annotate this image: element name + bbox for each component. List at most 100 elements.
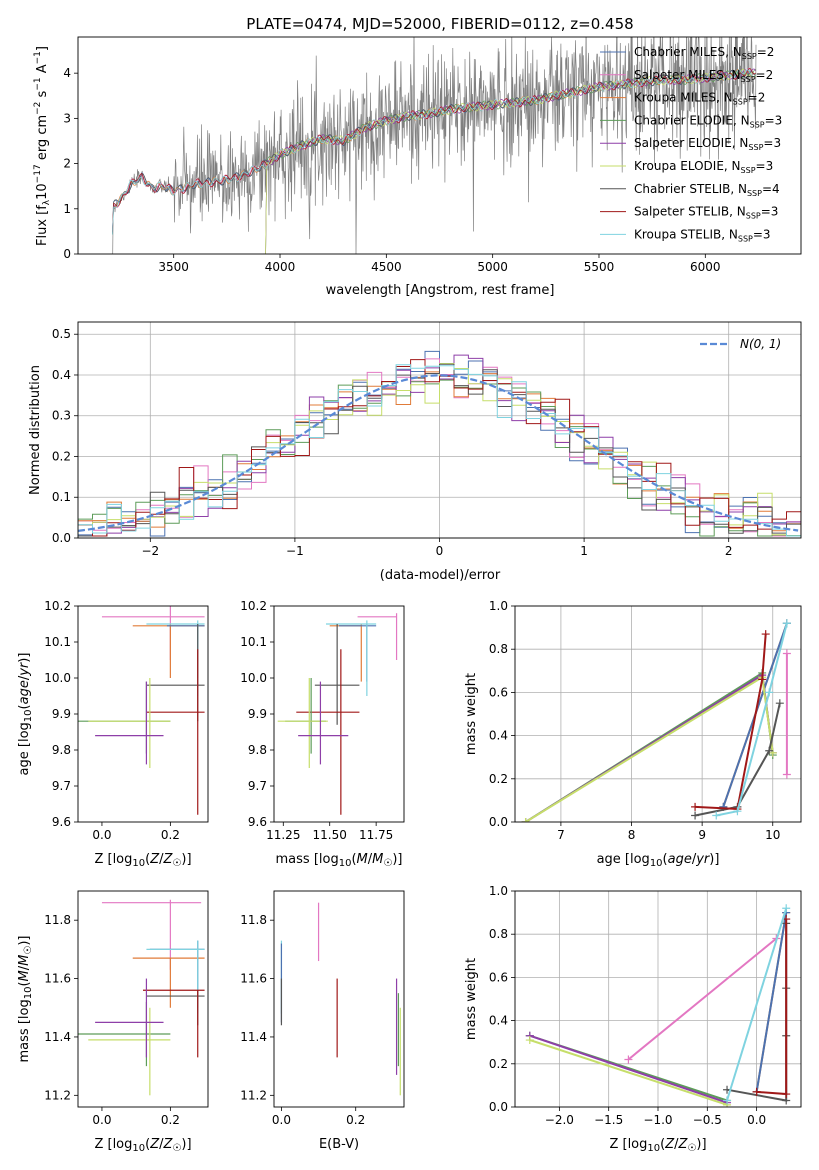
label-part: ☉ [23,946,34,955]
label-part: s [35,90,50,101]
label-part: SSP [741,75,756,84]
y-tick-label: 11.8 [44,913,71,927]
label-part: M [17,970,32,981]
label-part: Z [163,852,174,867]
x-tick-label: −1 [286,544,304,558]
label-part: / [368,852,373,867]
x-tick-label: 0.2 [346,1113,365,1127]
x-axis-label: (data-model)/error [380,568,501,583]
label-part: )] [392,852,402,867]
x-tick-label: 5000 [477,260,508,274]
label-part: Kroupa STELIB, N [634,227,738,241]
plot-area [78,606,205,815]
label-part: =3 [761,205,779,219]
label-part: Z [log [94,1137,132,1152]
label-part: SSP [742,52,757,61]
legend-entry: Salpeter ELODIE, NSSP=3 [634,136,781,152]
y-tick-label: 11.4 [240,1030,267,1044]
weight-marker-kroupa_stelib [733,807,742,816]
label-part: / [692,852,697,867]
label-part: Kroupa ELODIE, N [634,159,741,173]
age-vs-mass-panel: 11.25 11.50 11.75 9.6 9.7 9.8 9.9 10.0 10.1 10.2 m… [240,599,405,869]
legend-entry: Salpeter MILES, NSSP=2 [634,68,773,84]
x-tick-label: 11.50 [313,828,347,842]
weight-marker-salpeter_stelib [691,802,700,811]
label-part: )] [181,852,191,867]
y-tick-label: 10.0 [44,671,71,685]
weight-line-salpeter_miles [627,937,777,1061]
label-part: M [357,852,368,867]
x-tick-label: 10 [765,828,780,842]
axes-frame [77,605,209,823]
y-tick-label: 9.6 [248,815,267,829]
y-axis-label: mass weight [464,958,479,1040]
y-tick-label: 0.2 [489,772,508,786]
axes-frame [77,890,209,1108]
x-tick-label: 0.2 [161,828,180,842]
label-part: SSP [748,143,763,152]
x-tick-label: 0.0 [272,1113,291,1127]
y-tick-label: 10.2 [44,599,71,613]
label-part: 10 [132,858,145,869]
y-tick-label: 2 [63,157,71,171]
legend-entry: Chabrier MILES, NSSP=2 [634,45,774,61]
x-tick-label: −1.0 [643,1113,672,1127]
label-part: SSP [747,189,762,198]
weight-line-kroupa_stelib [726,908,788,1101]
label-part: 10 [132,1143,145,1154]
label-part: / [674,1137,679,1152]
x-axis-label: wavelength [Angstrom, rest frame] [326,283,555,298]
x-tick-label: 2 [725,544,733,558]
weight-line-salpeter_stelib [695,634,767,811]
label-part: ( [660,1137,665,1152]
x-tick-label: −0.5 [693,1113,722,1127]
weight-marker-chabrier_stelib [691,811,700,820]
label-part: 10 [35,183,50,200]
weight-marker-kroupa_stelib [765,688,774,697]
y-tick-label: 11.2 [44,1088,71,1102]
y-tick-label: 10.0 [240,671,267,685]
y-tick-label: 0.4 [52,368,71,382]
label-part: erg cm [35,115,50,164]
x-tick-label: 0.0 [747,1113,766,1127]
label-part: ☉ [172,858,181,869]
label-part: mass [log [17,999,32,1062]
weight-marker-kroupa_stelib [782,619,791,628]
label-part: age [log [597,852,650,867]
x-axis-label: E(B-V) [319,1137,359,1152]
label-part: Kroupa MILES, N [634,91,733,105]
label-part: )] [17,936,32,946]
label-part: =2 [756,68,774,82]
y-tick-label: 10.1 [240,635,267,649]
label-part: 10 [23,987,34,1000]
label-part: Chabrier ELODIE, N [634,113,750,127]
weight-marker-kroupa_stelib [712,811,721,820]
x-tick-label: −1.5 [594,1113,623,1127]
label-part: =3 [756,159,774,173]
weight-line-kroupa_stelib [716,623,788,817]
label-part: age [log [17,722,32,775]
x-tick-label: 6000 [690,260,721,274]
plot-area [280,902,401,1096]
residual-histogram-panel: −2 −1 0 1 2 0.0 0.1 0.2 0.3 0.4 0.5 N(0, 1) (data-mo… [28,321,802,583]
y-axis-label: mass weight [464,673,479,755]
label-part: ☉ [172,1143,181,1154]
axes-frame [273,605,405,823]
label-part: ] [35,46,50,51]
mass-vs-metallicity-panel: 0.0 0.211.211.411.611.8Z [log10(Z/Z☉)]mas… [17,890,209,1154]
label-part: Z [log [609,1137,647,1152]
label-part: Z [log [94,852,132,867]
y-tick-label: 0.1 [52,490,71,504]
normal-distribution-curve [78,374,799,532]
label-part: =3 [753,227,771,241]
label-part: =2 [748,91,766,105]
label-part: Chabrier STELIB, N [634,182,747,196]
weight-marker-kroupa_stelib [782,904,791,913]
label-part: / [17,675,32,680]
legend-entry: Chabrier ELODIE, NSSP=3 [634,113,782,129]
y-tick-label: 3 [63,111,71,125]
label-part: SSP [741,166,756,175]
label-part: =4 [762,182,780,196]
y-tick-label: 0.2 [52,449,71,463]
